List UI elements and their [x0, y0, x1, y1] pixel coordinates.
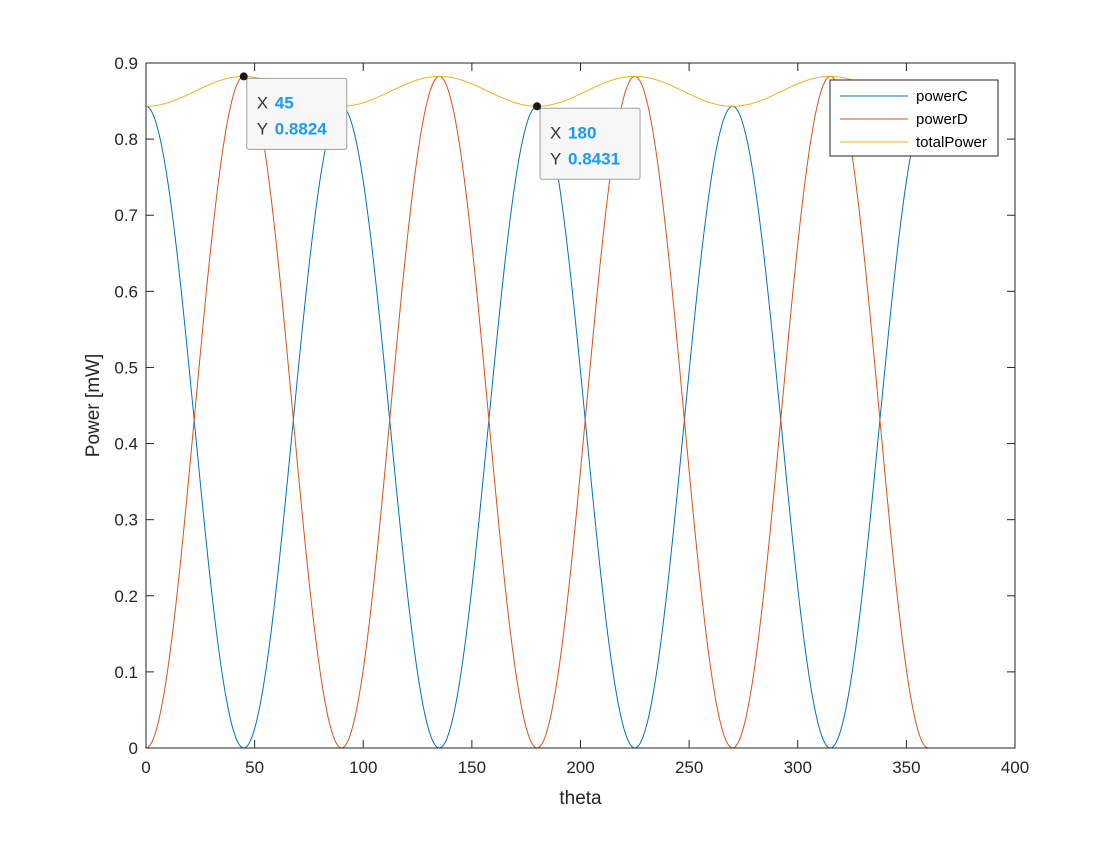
datatip-y-value: 0.8431 [568, 149, 620, 168]
y-tick-label: 0.7 [114, 206, 138, 225]
x-tick-label: 50 [245, 758, 264, 777]
datatip-y-label: Y [257, 119, 268, 138]
x-tick-label: 350 [892, 758, 920, 777]
legend[interactable]: powerC powerD totalPower [829, 79, 999, 157]
datatip[interactable]: X 180 Y 0.8431 [533, 102, 641, 180]
y-tick-label: 0.2 [114, 587, 138, 606]
datatip-box [246, 77, 348, 150]
x-tick-label: 400 [1001, 758, 1029, 777]
x-tick-label: 200 [566, 758, 594, 777]
datatip[interactable]: X 45 Y 0.8824 [239, 72, 348, 150]
x-tick-label: 150 [458, 758, 486, 777]
legend-box [829, 79, 999, 157]
datatip-x-value: 180 [568, 123, 596, 142]
y-tick-label: 0 [129, 739, 138, 758]
datatip-y-label: Y [550, 149, 561, 168]
x-tick-label: 300 [784, 758, 812, 777]
datatip-box [539, 107, 641, 180]
y-axis-label: Power [mW] [83, 354, 104, 457]
y-tick-label: 0.8 [114, 130, 138, 149]
datatip-x-label: X [550, 123, 561, 142]
datatip-y-value: 0.8824 [275, 119, 328, 138]
y-tick-label: 0.4 [114, 435, 138, 454]
series-line-powerD[interactable] [146, 75, 929, 748]
y-tick-label: 0.1 [114, 663, 138, 682]
y-tick-label: 0.3 [114, 511, 138, 530]
x-tick-label: 250 [675, 758, 703, 777]
y-tick-label: 0.6 [114, 282, 138, 301]
x-tick-label: 0 [141, 758, 150, 777]
datatip-marker[interactable] [533, 102, 542, 111]
ticks-layer: 0 50 100 150 200 250 300 350 400 0 0.1 0.2 0.3 0.4 0.5… [114, 54, 1029, 777]
legend-label-powerD: powerD [916, 111, 968, 128]
y-tick-label: 0.9 [114, 54, 138, 73]
legend-label-powerC: powerC [916, 88, 968, 105]
datatip-x-label: X [257, 93, 268, 112]
x-tick-label: 100 [349, 758, 377, 777]
y-tick-label: 0.5 [114, 358, 138, 377]
datatips-layer: X 45 Y 0.8824 X 180 Y 0.8431 [239, 72, 641, 180]
datatip-marker[interactable] [239, 72, 248, 81]
datatip-x-value: 45 [275, 93, 294, 112]
x-axis-label: theta [559, 788, 602, 809]
legend-label-totalPower: totalPower [916, 134, 987, 151]
